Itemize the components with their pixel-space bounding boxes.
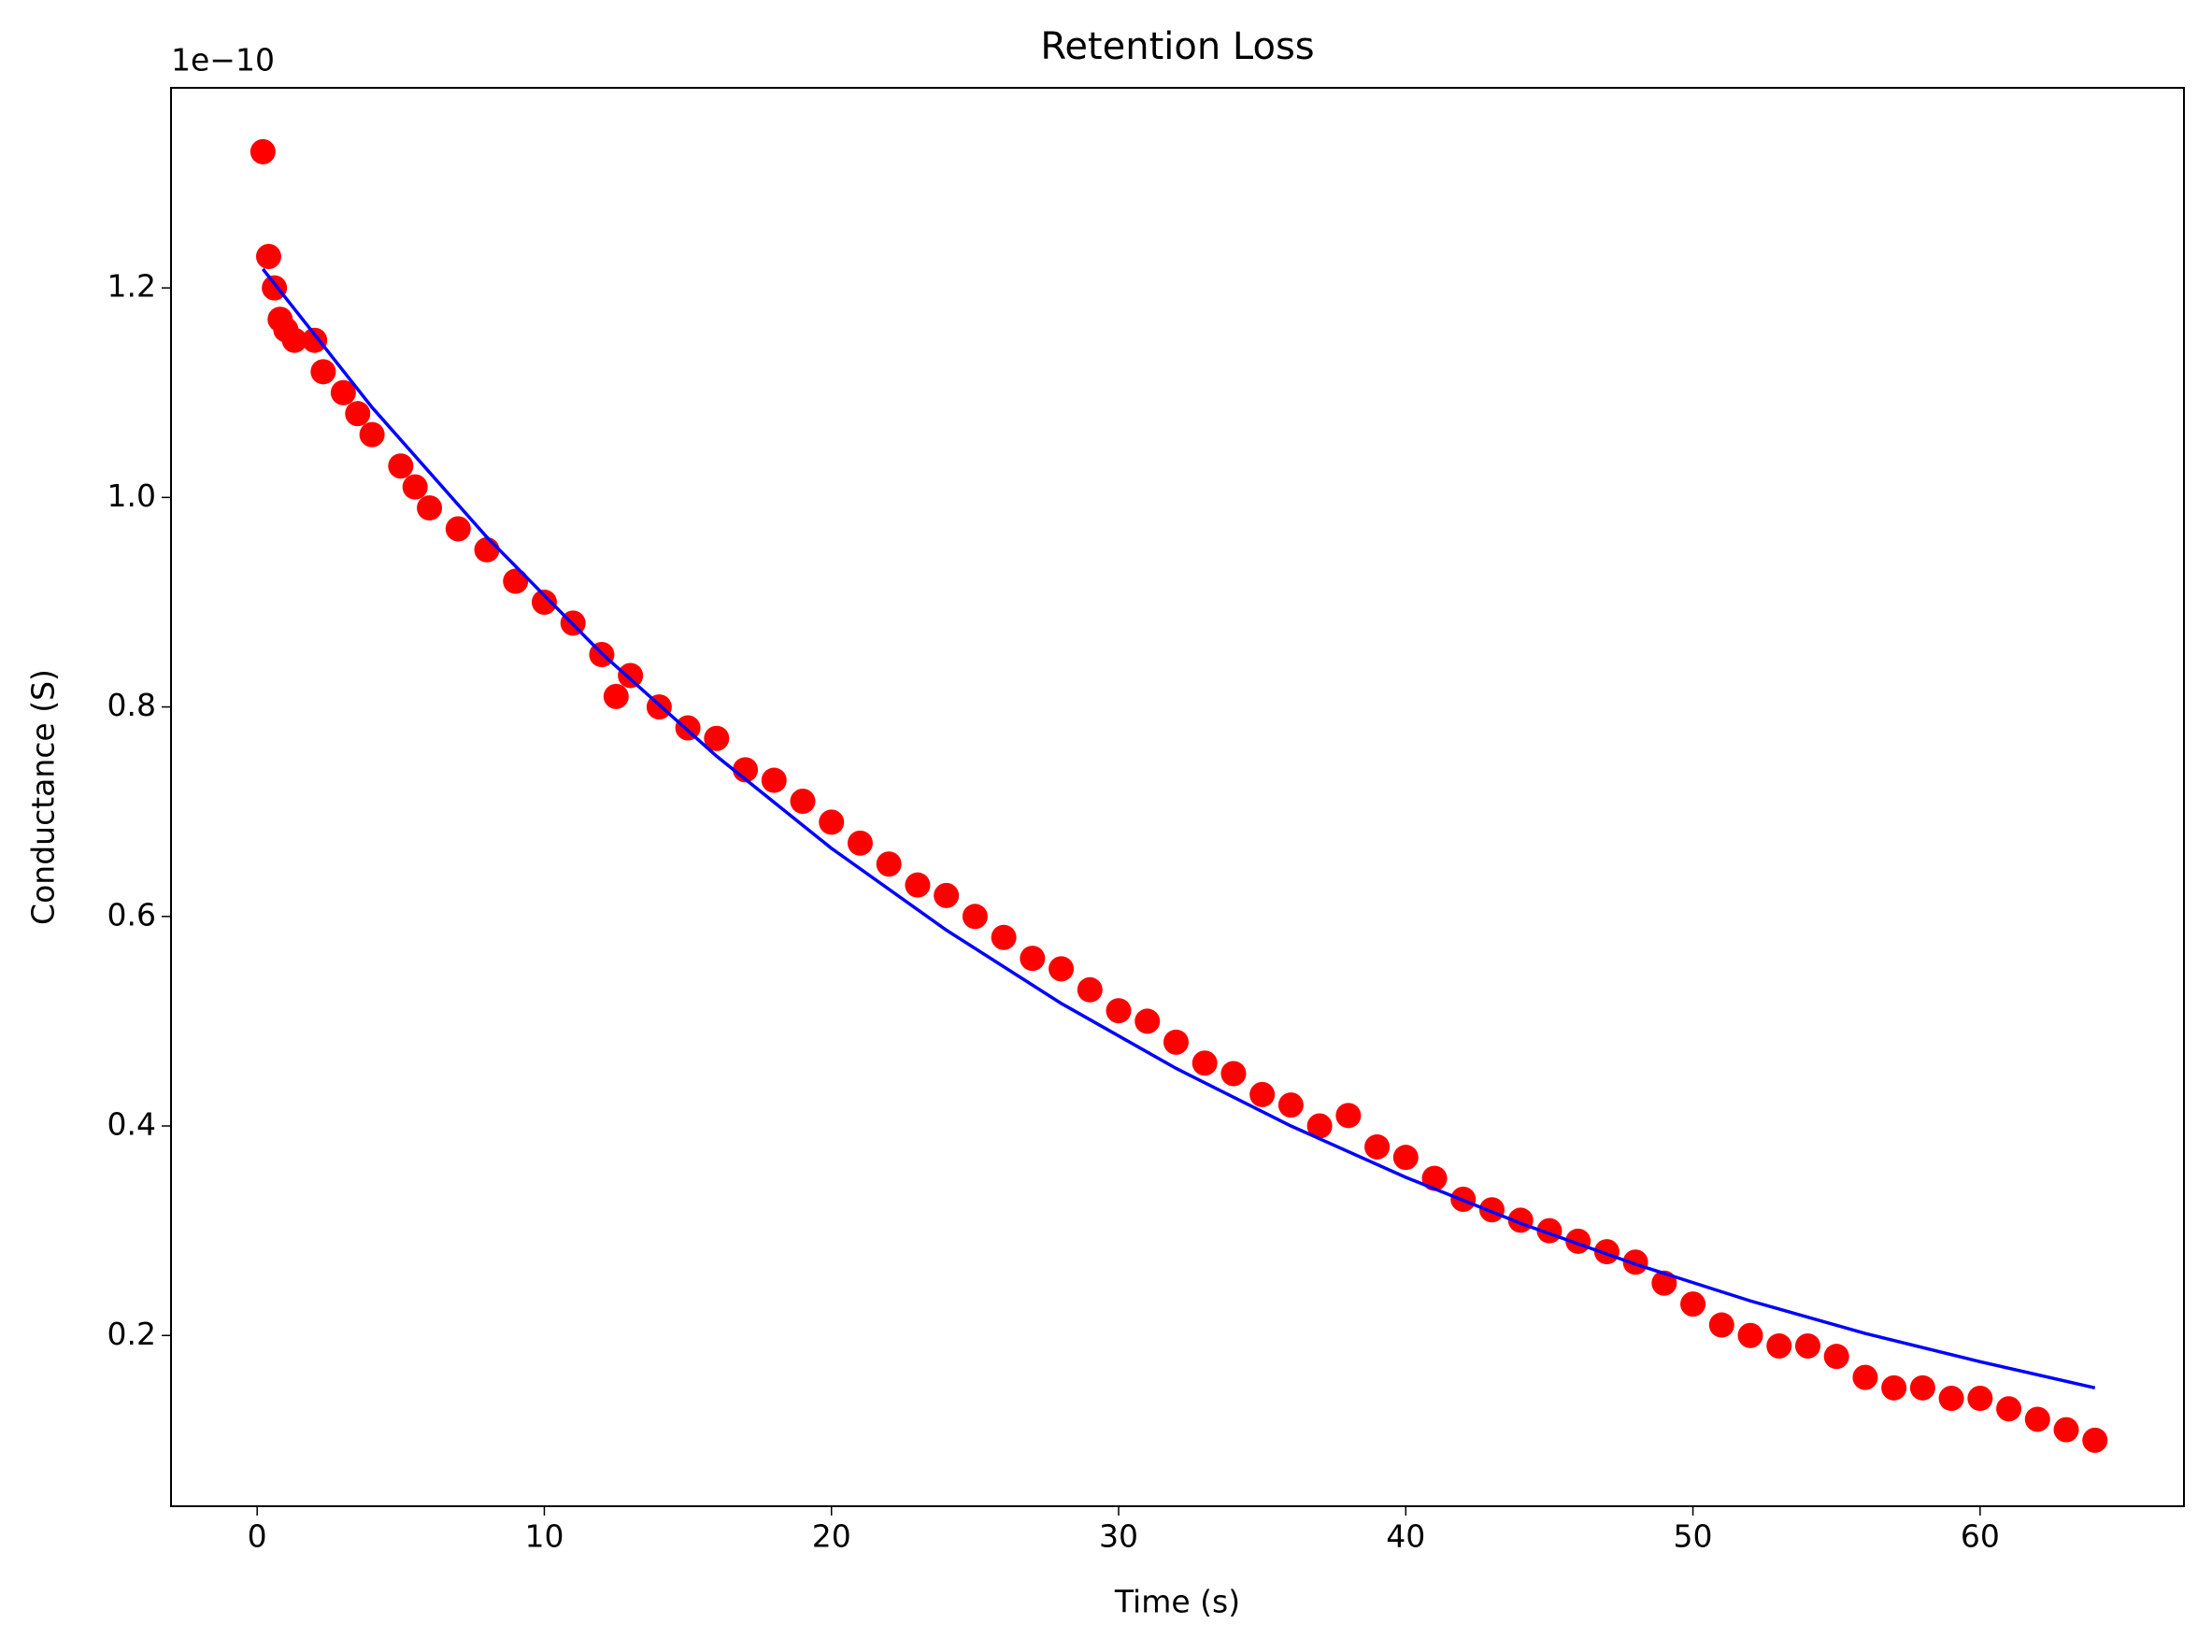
scatter-point xyxy=(1392,1145,1419,1171)
plot-frame xyxy=(170,87,2185,1507)
scatter-point xyxy=(1306,1113,1333,1139)
scatter-point xyxy=(281,327,307,353)
scatter-point xyxy=(704,725,730,751)
x-tick-label: 20 xyxy=(812,1518,851,1555)
scatter-point xyxy=(1881,1374,1907,1401)
x-tick-label: 50 xyxy=(1674,1518,1713,1555)
scatter-point xyxy=(531,589,557,615)
scatter-point xyxy=(934,882,960,908)
y-tick-label: 0.4 xyxy=(107,1106,156,1143)
scatter-point xyxy=(2024,1406,2050,1432)
scatter-point xyxy=(1277,1092,1304,1118)
scatter-point xyxy=(1163,1029,1189,1055)
scatter-point xyxy=(905,872,931,898)
fit-line xyxy=(261,267,2096,1390)
scatter-point xyxy=(1852,1364,1878,1390)
x-tick-label: 0 xyxy=(248,1518,267,1555)
scatter-point xyxy=(345,401,371,427)
x-tick-label: 40 xyxy=(1386,1518,1425,1555)
scatter-point xyxy=(417,495,443,521)
x-axis-label: Time (s) xyxy=(1114,1584,1240,1620)
scatter-point xyxy=(2053,1417,2079,1443)
x-tick-label: 30 xyxy=(1099,1518,1138,1555)
scatter-point xyxy=(1794,1332,1820,1359)
scatter-point xyxy=(474,536,500,563)
scatter-point xyxy=(991,924,1017,950)
scatter-point xyxy=(255,244,281,270)
scatter-point xyxy=(1020,946,1046,972)
scatter-point xyxy=(1766,1332,1792,1359)
scatter-point xyxy=(876,851,902,877)
y-offset-label: 1e−10 xyxy=(171,42,275,78)
scatter-point xyxy=(1106,998,1132,1024)
scatter-point xyxy=(359,421,385,448)
x-tick-label: 10 xyxy=(524,1518,564,1555)
y-tick-label: 0.6 xyxy=(107,896,156,933)
scatter-point xyxy=(250,138,276,164)
scatter-point xyxy=(847,830,873,856)
scatter-point xyxy=(1996,1396,2022,1422)
y-axis-label: Conductance (S) xyxy=(25,669,62,925)
scatter-point xyxy=(1708,1312,1734,1338)
scatter-point xyxy=(962,904,988,930)
scatter-point xyxy=(310,359,336,385)
scatter-point xyxy=(618,662,644,689)
y-tick-label: 0.2 xyxy=(107,1316,156,1352)
scatter-point xyxy=(790,788,816,814)
scatter-point xyxy=(1135,1008,1161,1034)
x-tick-label: 60 xyxy=(1961,1518,2000,1555)
scatter-point xyxy=(388,453,414,479)
scatter-point xyxy=(1077,976,1103,1003)
chart-title: Retention Loss xyxy=(1040,25,1314,68)
scatter-point xyxy=(1823,1344,1849,1370)
scatter-point xyxy=(1938,1386,1964,1412)
scatter-point xyxy=(1737,1322,1763,1348)
scatter-point xyxy=(402,474,428,500)
scatter-point xyxy=(1249,1081,1276,1107)
scatter-point xyxy=(1192,1050,1218,1076)
scatter-point xyxy=(1220,1061,1247,1087)
scatter-point xyxy=(1364,1133,1391,1160)
scatter-point xyxy=(603,683,629,709)
y-tick-label: 1.2 xyxy=(107,268,156,305)
scatter-point xyxy=(1335,1103,1362,1129)
scatter-point xyxy=(1622,1249,1648,1275)
scatter-point xyxy=(445,516,471,542)
scatter-point xyxy=(819,809,845,835)
scatter-point xyxy=(1680,1291,1706,1317)
scatter-point xyxy=(503,568,529,594)
scatter-point xyxy=(1049,956,1075,982)
scatter-point xyxy=(1909,1374,1935,1401)
y-tick-label: 0.8 xyxy=(107,687,156,723)
scatter-point xyxy=(761,767,787,793)
scatter-point xyxy=(1967,1386,1993,1412)
scatter-point xyxy=(302,327,328,353)
scatter-point xyxy=(2082,1427,2108,1453)
y-tick-label: 1.0 xyxy=(107,477,156,514)
scatter-point xyxy=(330,379,356,406)
